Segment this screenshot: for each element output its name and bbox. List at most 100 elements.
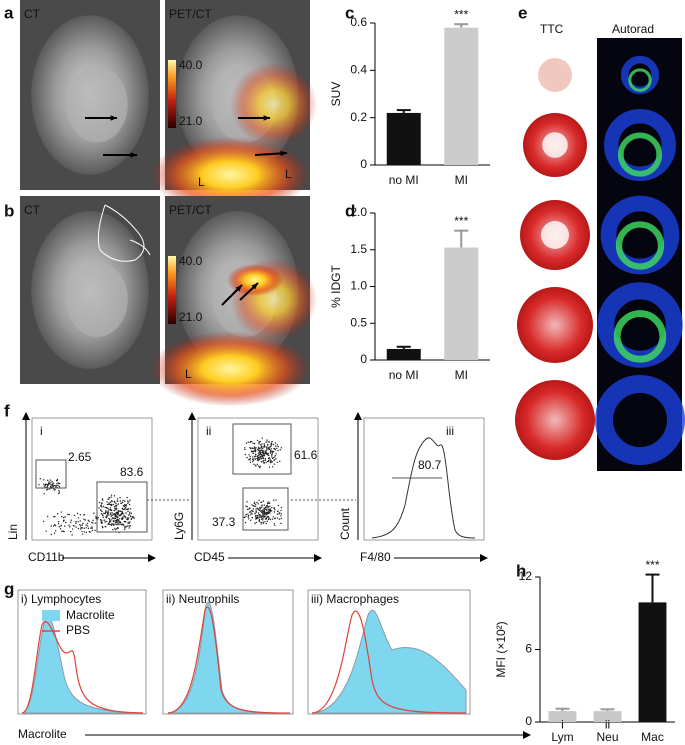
event-dot — [87, 519, 89, 522]
event-dot — [82, 522, 84, 525]
event-dot — [127, 518, 129, 521]
event-dot — [267, 457, 270, 460]
event-dot — [58, 490, 60, 492]
histogram — [371, 437, 476, 539]
panel-letter: h — [516, 561, 526, 580]
event-dot — [269, 458, 271, 460]
event-dot — [116, 528, 118, 530]
event-dot — [264, 521, 266, 523]
event-dot — [254, 515, 257, 517]
event-dot — [274, 454, 277, 457]
event-dot — [76, 512, 79, 515]
plot-frame — [162, 589, 294, 715]
event-dot — [253, 501, 256, 503]
event-dot — [267, 512, 269, 514]
event-dot — [59, 482, 61, 485]
event-dot — [113, 500, 116, 503]
event-dot — [52, 516, 55, 518]
event-dot — [276, 461, 279, 463]
event-dot — [97, 516, 99, 519]
event-dot — [119, 514, 122, 517]
event-dot — [258, 451, 261, 453]
event-dot — [280, 518, 283, 520]
bar — [638, 602, 667, 722]
event-dot — [46, 485, 49, 488]
event-dot — [116, 519, 119, 521]
event-dot — [130, 517, 133, 520]
event-dot — [56, 513, 59, 515]
event-dot — [262, 460, 264, 462]
event-dot — [50, 525, 52, 527]
event-dot — [85, 524, 87, 526]
arrow-head — [251, 283, 258, 290]
event-dot — [50, 533, 53, 536]
event-dot — [105, 510, 107, 512]
event-dot — [115, 504, 117, 507]
event-dot — [268, 441, 271, 443]
event-dot — [113, 495, 116, 497]
tissue-label: L — [285, 167, 292, 181]
plot-frame — [17, 589, 147, 715]
event-dot — [271, 452, 274, 454]
bar — [444, 247, 479, 360]
event-dot — [115, 502, 117, 505]
event-dot — [87, 527, 90, 530]
event-dot — [101, 514, 104, 516]
event-dot — [101, 520, 103, 522]
event-dot — [52, 482, 55, 484]
event-dot — [103, 519, 106, 521]
event-dot — [249, 461, 252, 464]
event-dot — [52, 525, 55, 527]
event-dot — [260, 523, 262, 525]
image-label: CT — [24, 7, 41, 21]
uptake — [150, 136, 310, 213]
event-dot — [271, 457, 274, 460]
event-dot — [255, 510, 258, 512]
event-dot — [269, 452, 272, 454]
significance: *** — [454, 214, 468, 228]
event-dot — [124, 507, 126, 510]
event-dot — [252, 459, 255, 461]
event-dot — [133, 517, 135, 519]
event-dot — [109, 512, 112, 514]
event-dot — [267, 443, 269, 446]
event-dot — [267, 511, 270, 513]
event-dot — [261, 437, 263, 439]
event-dot — [263, 450, 265, 452]
panel-letter: d — [345, 201, 355, 220]
event-dot — [114, 515, 117, 517]
column-title: Autorad — [612, 22, 654, 36]
event-dot — [256, 501, 258, 504]
event-dot — [255, 511, 257, 514]
event-dot — [267, 509, 270, 511]
event-dot — [255, 516, 257, 518]
event-dot — [73, 514, 76, 517]
gate-value: 37.3 — [212, 515, 236, 529]
event-dot — [280, 513, 282, 515]
event-dot — [107, 503, 110, 506]
event-dot — [123, 528, 126, 531]
event-dot — [43, 483, 45, 485]
event-dot — [274, 518, 276, 520]
event-dot — [93, 512, 95, 514]
event-dot — [65, 521, 67, 524]
event-dot — [132, 515, 134, 518]
event-dot — [265, 511, 267, 514]
event-dot — [113, 520, 115, 523]
gate-name: iii — [446, 424, 454, 438]
event-dot — [255, 453, 257, 455]
event-dot — [266, 502, 269, 504]
event-dot — [279, 449, 281, 451]
panel-letter: b — [4, 201, 14, 220]
event-dot — [267, 441, 269, 443]
event-dot — [52, 485, 54, 488]
event-dot — [262, 519, 264, 521]
event-dot — [116, 527, 119, 529]
event-dot — [62, 516, 65, 519]
event-dot — [128, 514, 130, 516]
event-dot — [276, 447, 278, 449]
event-dot — [57, 523, 60, 525]
event-dot — [268, 501, 270, 503]
scale-label: 40.0 — [179, 254, 203, 268]
event-dot — [257, 452, 260, 454]
